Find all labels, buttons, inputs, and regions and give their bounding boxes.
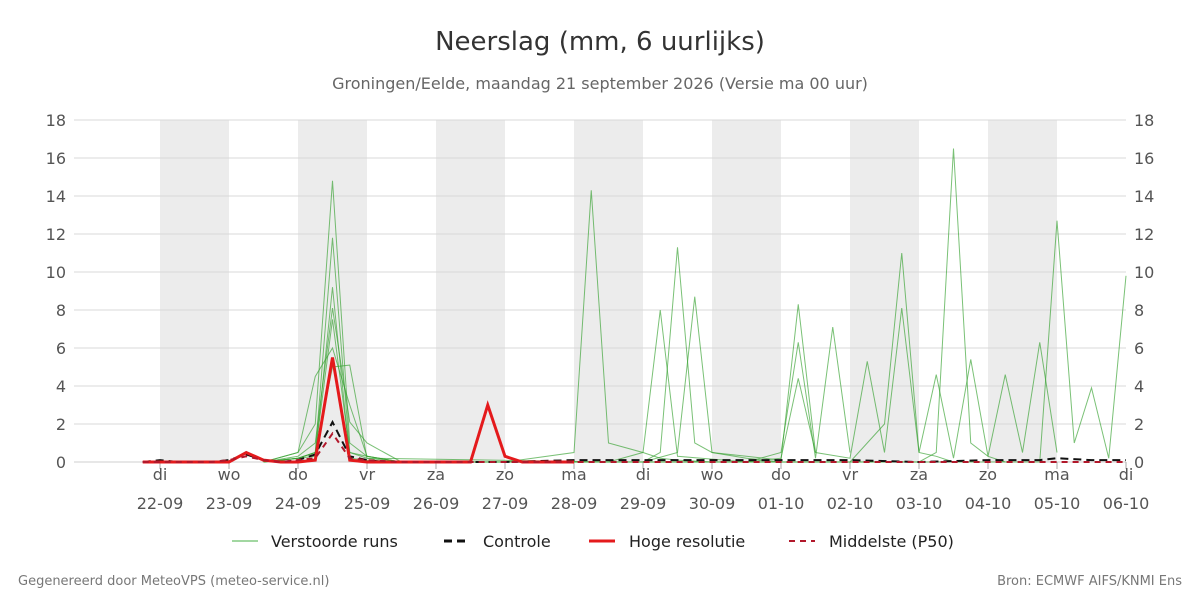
legend-hires-label[interactable]: Hoge resolutie bbox=[629, 532, 745, 551]
x-tick-date: 01-10 bbox=[758, 494, 805, 513]
x-tick-date: 28-09 bbox=[551, 494, 598, 513]
shaded-day-band bbox=[988, 120, 1057, 462]
y-tick-label-left: 10 bbox=[46, 263, 66, 282]
y-tick-label-left: 16 bbox=[46, 149, 66, 168]
y-tick-label-right: 14 bbox=[1134, 187, 1154, 206]
y-tick-label-left: 0 bbox=[56, 453, 66, 472]
x-tick-day: ma bbox=[561, 465, 586, 484]
perturbed-run-line bbox=[263, 252, 954, 463]
x-tick-date: 25-09 bbox=[344, 494, 391, 513]
y-tick-label-right: 12 bbox=[1134, 225, 1154, 244]
chart-subtitle: Groningen/Eelde, maandag 21 september 20… bbox=[332, 74, 868, 93]
shaded-day-band bbox=[850, 120, 919, 462]
x-tick-day: di bbox=[1119, 465, 1134, 484]
x-tick-day: za bbox=[910, 465, 928, 484]
x-tick-day: do bbox=[288, 465, 308, 484]
y-tick-label-right: 2 bbox=[1134, 415, 1144, 434]
x-tick-day: zo bbox=[496, 465, 514, 484]
x-tick-date: 05-10 bbox=[1034, 494, 1081, 513]
legend: Verstoorde runs Controle Hoge resolutie … bbox=[232, 532, 954, 551]
x-tick-day: wo bbox=[701, 465, 724, 484]
x-tick-date: 22-09 bbox=[137, 494, 184, 513]
shaded-day-band bbox=[160, 120, 229, 462]
x-tick-date: 04-10 bbox=[965, 494, 1012, 513]
x-tick-day: vr bbox=[359, 465, 375, 484]
x-tick-date: 02-10 bbox=[827, 494, 874, 513]
shaded-day-band bbox=[574, 120, 643, 462]
y-tick-label-left: 2 bbox=[56, 415, 66, 434]
legend-median-label[interactable]: Middelste (P50) bbox=[829, 532, 954, 551]
y-tick-label-left: 12 bbox=[46, 225, 66, 244]
y-tick-label-left: 6 bbox=[56, 339, 66, 358]
y-tick-label-left: 8 bbox=[56, 301, 66, 320]
shaded-day-band bbox=[712, 120, 781, 462]
shaded-day-bands bbox=[160, 120, 1057, 462]
x-tick-date: 23-09 bbox=[206, 494, 253, 513]
x-tick-day: za bbox=[427, 465, 445, 484]
x-tick-day: zo bbox=[979, 465, 997, 484]
x-axis: di 22-09 wo 23-09 do 24-09 vr 25-09 za 26-09 zo 27-… bbox=[137, 462, 1150, 513]
y-tick-label-right: 16 bbox=[1134, 149, 1154, 168]
legend-perturbed-label[interactable]: Verstoorde runs bbox=[271, 532, 398, 551]
perturbed-run-line bbox=[746, 308, 1058, 463]
median-p50-line bbox=[142, 431, 1126, 464]
y-axis-left: 0 2 4 6 8 10 12 14 16 18 bbox=[46, 111, 66, 472]
x-tick-day: wo bbox=[218, 465, 241, 484]
y-axis-right: 0 2 4 6 8 10 12 14 16 18 bbox=[1134, 111, 1154, 472]
x-tick-day: do bbox=[771, 465, 791, 484]
y-tick-label-right: 10 bbox=[1134, 263, 1154, 282]
series-lines bbox=[142, 148, 1127, 464]
x-tick-date: 27-09 bbox=[482, 494, 529, 513]
footer-source: Bron: ECMWF AIFS/KNMI Ens bbox=[997, 574, 1182, 589]
chart-title: Neerslag (mm, 6 uurlijks) bbox=[435, 27, 765, 57]
x-tick-day: di bbox=[636, 465, 651, 484]
x-tick-date: 03-10 bbox=[896, 494, 943, 513]
y-tick-label-left: 14 bbox=[46, 187, 66, 206]
legend-control-label[interactable]: Controle bbox=[483, 532, 551, 551]
x-tick-date: 06-10 bbox=[1103, 494, 1150, 513]
x-tick-date: 29-09 bbox=[620, 494, 667, 513]
x-tick-date: 30-09 bbox=[689, 494, 736, 513]
y-tick-label-right: 6 bbox=[1134, 339, 1144, 358]
x-tick-date: 26-09 bbox=[413, 494, 460, 513]
x-tick-day: vr bbox=[842, 465, 858, 484]
y-tick-label-left: 18 bbox=[46, 111, 66, 130]
x-tick-date: 24-09 bbox=[275, 494, 322, 513]
y-tick-label-right: 8 bbox=[1134, 301, 1144, 320]
y-tick-label-right: 0 bbox=[1134, 453, 1144, 472]
footer-generator: Gegenereerd door MeteoVPS (meteo-service… bbox=[18, 574, 329, 589]
x-tick-day: ma bbox=[1044, 465, 1069, 484]
y-tick-label-left: 4 bbox=[56, 377, 66, 396]
y-tick-label-right: 18 bbox=[1134, 111, 1154, 130]
shaded-day-band bbox=[436, 120, 505, 462]
x-tick-day: di bbox=[153, 465, 168, 484]
y-tick-label-right: 4 bbox=[1134, 377, 1144, 396]
